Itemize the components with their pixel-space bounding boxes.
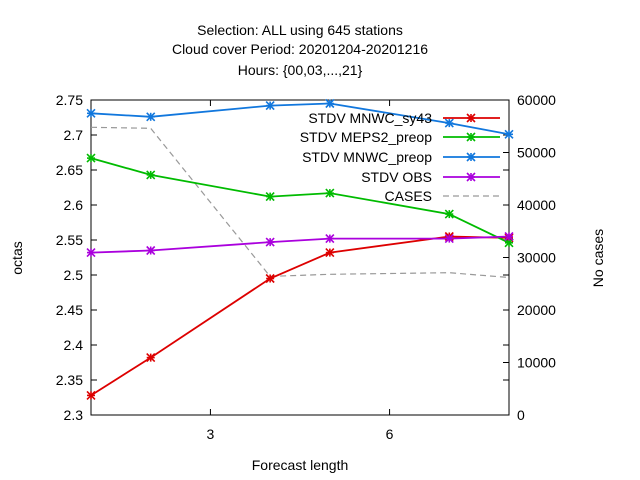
- x-axis-label: Forecast length: [252, 457, 349, 473]
- y-tick-label: 2.75: [56, 92, 83, 108]
- legend-marker-0: [466, 113, 476, 123]
- legend-marker-2: [466, 152, 476, 162]
- data-point-s3-0: [86, 248, 96, 258]
- data-point-s1-2: [265, 192, 275, 202]
- data-point-s0-2: [265, 273, 275, 284]
- chart-title-line-2: Cloud cover Period: 20201204-20201216: [172, 41, 428, 57]
- x-tick-label: 6: [386, 426, 394, 442]
- y-tick-label: 2.4: [64, 337, 84, 353]
- series-line-3: [90, 235, 510, 254]
- legend-label-1: STDV MEPS2_preop: [300, 129, 432, 145]
- data-point-s2-3: [325, 98, 335, 109]
- y-axis-label: octas: [9, 241, 25, 274]
- data-point-s0-3: [325, 248, 335, 258]
- y2-tick-label: 10000: [517, 355, 556, 371]
- y2-tick-label: 60000: [517, 92, 556, 108]
- chart-title-line-3: Hours: {00,03,...,21}: [238, 62, 363, 78]
- y2-tick-label: 50000: [517, 145, 556, 161]
- series-line-2: [90, 102, 510, 136]
- data-point-s1-3: [325, 188, 335, 198]
- data-point-s2-0: [86, 108, 96, 118]
- data-point-s3-5: [504, 231, 514, 242]
- data-point-s2-4: [444, 118, 454, 128]
- series-line-1: [90, 157, 510, 244]
- data-point-s0-0: [86, 390, 96, 400]
- data-point-s1-4: [444, 209, 454, 219]
- y-tick-label: 2.7: [64, 127, 84, 143]
- data-point-s3-4: [444, 234, 454, 244]
- y2-tick-label: 40000: [517, 197, 556, 213]
- y2-axis-label: No cases: [590, 229, 606, 287]
- data-point-s3-3: [325, 234, 335, 244]
- chart-title-line-1: Selection: ALL using 645 stations: [197, 22, 403, 38]
- legend-label-2: STDV MNWC_preop: [302, 149, 432, 165]
- legend-label-0: STDV MNWC_sy43: [308, 110, 432, 126]
- data-point-s0-1: [146, 353, 156, 363]
- y-tick-label: 2.65: [56, 162, 83, 178]
- data-point-s1-0: [86, 153, 96, 163]
- data-point-s3-1: [146, 245, 156, 256]
- data-point-s1-1: [146, 170, 156, 180]
- y2-tick-label: 20000: [517, 302, 556, 318]
- y-tick-label: 2.55: [56, 232, 83, 248]
- series-line-0: [90, 235, 510, 397]
- y-tick-label: 2.5: [64, 267, 84, 283]
- legend-marker-1: [466, 132, 476, 142]
- y-tick-label: 2.35: [56, 372, 83, 388]
- y2-tick-label: 30000: [517, 250, 556, 266]
- y-tick-label: 2.45: [56, 302, 83, 318]
- y-tick-label: 2.3: [64, 407, 84, 423]
- x-tick-label: 3: [207, 426, 215, 442]
- data-point-s2-1: [146, 112, 156, 122]
- legend-marker-3: [466, 172, 476, 182]
- data-point-s2-2: [265, 101, 275, 111]
- data-point-s2-5: [504, 129, 514, 139]
- data-point-s3-2: [265, 237, 275, 247]
- y2-tick-label: 0: [517, 407, 525, 423]
- series-line-4: [90, 126, 510, 279]
- legend-label-4: CASES: [385, 188, 432, 204]
- plot-area-border: [90, 99, 510, 416]
- legend-label-3: STDV OBS: [361, 169, 432, 185]
- y-tick-label: 2.6: [64, 197, 84, 213]
